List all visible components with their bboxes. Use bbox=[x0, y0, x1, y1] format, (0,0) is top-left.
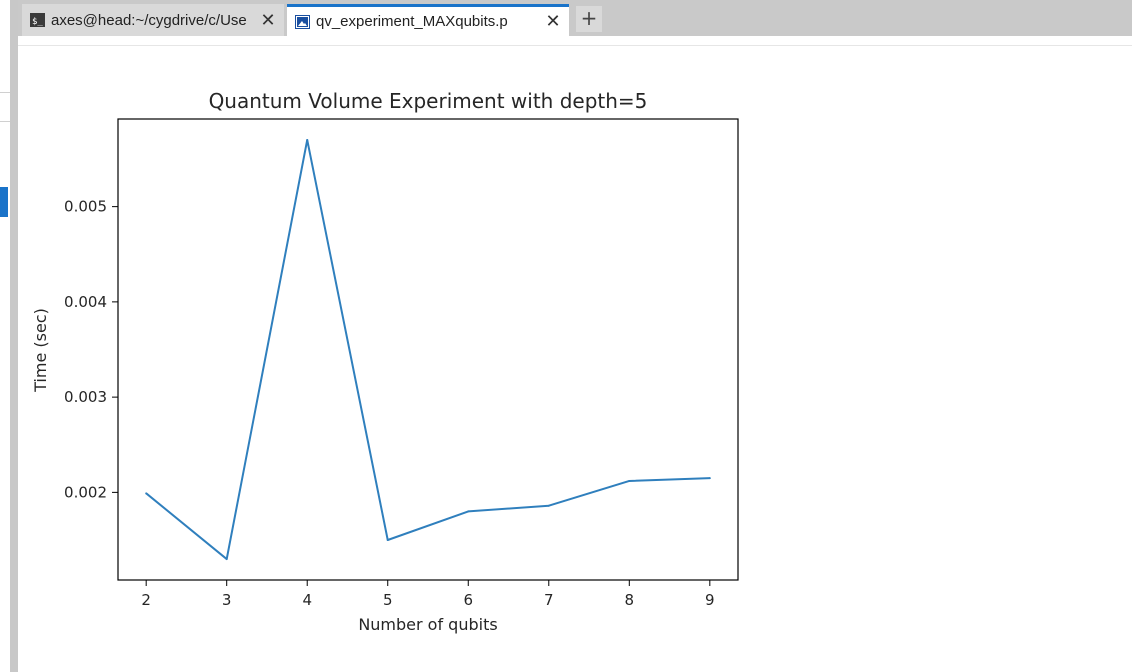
y-tick-label: 0.003 bbox=[64, 388, 107, 406]
series-line bbox=[145, 138, 710, 561]
data-point bbox=[708, 477, 711, 480]
data-point bbox=[628, 479, 631, 482]
tab-label: axes@head:~/cygdrive/c/Use bbox=[51, 11, 247, 29]
x-tick-label: 5 bbox=[383, 591, 393, 609]
x-axis-label: Number of qubits bbox=[358, 615, 497, 634]
background-divider bbox=[0, 92, 10, 93]
x-tick-label: 4 bbox=[302, 591, 312, 609]
data-point bbox=[225, 558, 228, 561]
y-tick-label: 0.002 bbox=[64, 483, 107, 501]
background-divider bbox=[0, 121, 10, 122]
tab-label: qv_experiment_MAXqubits.p bbox=[316, 13, 508, 30]
x-tick-label: 3 bbox=[222, 591, 232, 609]
data-point bbox=[467, 510, 470, 513]
svg-text:$_: $_ bbox=[32, 17, 43, 27]
data-point bbox=[386, 538, 389, 541]
x-tick-label: 9 bbox=[705, 591, 715, 609]
terminal-icon: $_ bbox=[30, 13, 45, 27]
y-tick-label: 0.004 bbox=[64, 293, 107, 311]
background-selection-indicator bbox=[0, 187, 8, 217]
data-point bbox=[547, 504, 550, 507]
y-axis-label: Time (sec) bbox=[31, 308, 50, 393]
tab-image[interactable]: qv_experiment_MAXqubits.p ✕ bbox=[287, 4, 569, 36]
viewer-divider bbox=[18, 45, 1132, 46]
new-tab-button[interactable]: + bbox=[576, 6, 602, 32]
image-viewer bbox=[18, 36, 1132, 672]
x-tick-label: 2 bbox=[141, 591, 151, 609]
y-tick-label: 0.005 bbox=[64, 198, 107, 216]
plot-area bbox=[117, 118, 739, 581]
chart-title: Quantum Volume Experiment with depth=5 bbox=[209, 89, 648, 113]
close-icon[interactable]: ✕ bbox=[260, 9, 276, 30]
close-icon[interactable]: ✕ bbox=[545, 11, 561, 31]
line-chart: Quantum Volume Experiment with depth=5 2… bbox=[31, 89, 739, 634]
window-edge bbox=[10, 0, 18, 672]
tab-terminal[interactable]: $_ axes@head:~/cygdrive/c/Use ✕ bbox=[22, 4, 284, 36]
x-tick-label: 7 bbox=[544, 591, 554, 609]
image-icon bbox=[295, 14, 310, 29]
data-point bbox=[145, 492, 148, 495]
x-tick-label: 8 bbox=[625, 591, 635, 609]
x-tick-label: 6 bbox=[463, 591, 473, 609]
data-point bbox=[306, 138, 309, 141]
tab-bar: $_ axes@head:~/cygdrive/c/Use ✕ qv_exper… bbox=[18, 0, 1132, 36]
